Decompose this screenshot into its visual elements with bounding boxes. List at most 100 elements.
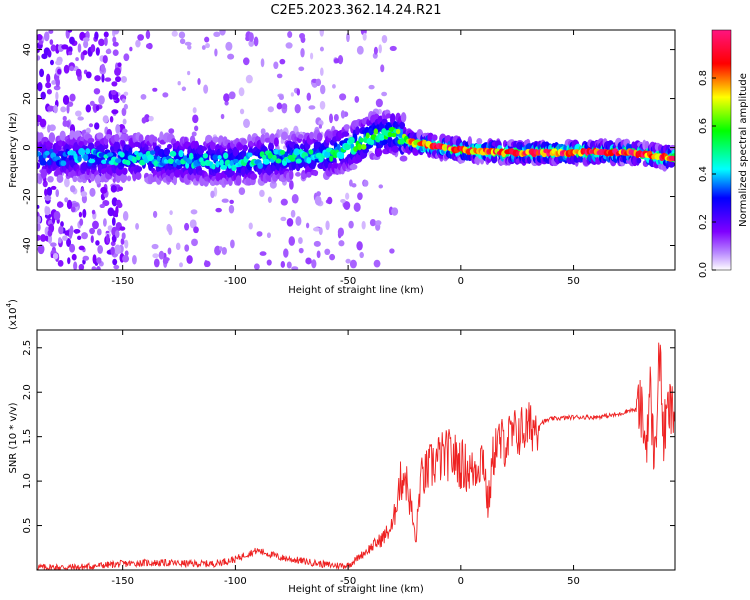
heatmap-cell (276, 73, 283, 79)
heatmap-cell (356, 241, 363, 251)
heatmap-cell (96, 257, 102, 264)
snr-y-tick-label: 2.0 (22, 384, 33, 400)
heatmap-cell (107, 48, 111, 53)
heatmap-cell (124, 239, 129, 249)
heatmap-cell (89, 227, 95, 235)
heatmap-cell (120, 238, 125, 245)
heatmap-cell (220, 165, 228, 170)
spectrogram-y-tick-label: 20 (22, 92, 33, 105)
heatmap-cell (135, 222, 140, 230)
heatmap-cell (145, 43, 151, 49)
heatmap-cell (253, 263, 260, 270)
heatmap-cell (45, 82, 52, 89)
heatmap-cell (203, 260, 211, 268)
heatmap-cell (44, 235, 49, 242)
heatmap-cell (90, 44, 96, 53)
heatmap-cell (356, 45, 364, 55)
heatmap-cell (71, 202, 79, 207)
heatmap-cell (123, 53, 130, 62)
snr-series-line (37, 342, 675, 570)
spectrogram-x-tick-label: 0 (458, 276, 464, 287)
heatmap-cell (47, 233, 53, 244)
spectrogram-y-tick-label: -40 (22, 237, 33, 253)
heatmap-cell (189, 219, 197, 229)
heatmap-cell (122, 211, 129, 221)
heatmap-cell (123, 103, 128, 110)
heatmap-cell (299, 162, 305, 168)
heatmap-cell (68, 51, 73, 56)
heatmap-cell (114, 67, 121, 76)
colorbar-label: Normalized spectral amplitude (738, 73, 749, 227)
heatmap-cell (337, 227, 344, 237)
heatmap-cell (293, 148, 301, 156)
heatmap-cell (247, 152, 253, 158)
heatmap-cell (291, 194, 299, 204)
heatmap-cell (297, 134, 304, 140)
heatmap-cell (111, 109, 119, 115)
heatmap-cell (99, 204, 106, 209)
spectrogram-y-tick-label: -20 (22, 188, 33, 204)
snr-x-tick-label: -100 (224, 576, 247, 587)
heatmap-cell (280, 198, 288, 206)
snr-frame (36, 329, 676, 571)
snr-y-tick-label: 2.5 (22, 340, 33, 356)
heatmap-cell (77, 116, 84, 121)
heatmap-cell (77, 43, 82, 53)
heatmap-cell (320, 84, 326, 95)
heatmap-cell (131, 156, 137, 164)
heatmap-cell (44, 195, 52, 201)
heatmap-cell (44, 206, 51, 216)
heatmap-cell (145, 30, 151, 40)
heatmap-cell (217, 155, 222, 160)
snr-y-ticks: 0.5 1.0 1.5 2.0 2.5 (22, 340, 675, 534)
heatmap-cell (369, 218, 377, 227)
heatmap-cell (231, 164, 237, 172)
heatmap-cell (94, 122, 100, 130)
heatmap-cell (119, 173, 128, 183)
heatmap-cell (60, 160, 67, 167)
heatmap-cell (290, 92, 294, 97)
heatmap-cell (348, 220, 354, 229)
heatmap-cell (308, 149, 314, 155)
heatmap-cell (46, 159, 52, 166)
heatmap-cell (151, 243, 159, 250)
heatmap-cell (191, 238, 198, 247)
snr-plot-area (37, 330, 675, 570)
heatmap-cell (55, 189, 60, 198)
heatmap-cell (123, 91, 129, 96)
heatmap-cell (298, 247, 304, 254)
heatmap-cell (381, 118, 388, 125)
heatmap-cell (305, 257, 312, 265)
heatmap-cell (306, 92, 312, 101)
heatmap-cell (101, 73, 105, 83)
heatmap-cell (156, 156, 161, 163)
heatmap-cell (279, 58, 286, 65)
heatmap-cell (280, 139, 284, 144)
heatmap-cell (126, 175, 132, 182)
heatmap-cell (179, 262, 183, 268)
heatmap-cell (355, 126, 360, 135)
heatmap-cell (281, 131, 288, 141)
heatmap-cell (71, 253, 77, 261)
heatmap-cell (152, 210, 158, 218)
spectrogram-panel: -150 -100 -50 0 50 -40 -20 0 20 40 Height of str… (8, 29, 676, 296)
heatmap-cell (183, 155, 188, 161)
heatmap-cell (291, 266, 299, 270)
heatmap-cell (78, 263, 85, 270)
heatmap-cell (295, 216, 302, 226)
heatmap-cell (329, 253, 336, 261)
heatmap-cell (344, 142, 351, 151)
heatmap-cell (174, 169, 182, 178)
heatmap-cell (102, 55, 108, 64)
snr-y-tick-label: 1.5 (22, 429, 33, 445)
heatmap-cell (121, 98, 126, 104)
snr-x-axis-label: Height of straight line (km) (288, 584, 424, 595)
heatmap-cell (400, 112, 407, 123)
heatmap-cell (340, 198, 346, 203)
heatmap-cell (100, 186, 108, 194)
heatmap-cell (115, 205, 119, 215)
heatmap-cell (221, 198, 229, 203)
heatmap-cell (296, 88, 301, 96)
heatmap-cell (289, 180, 294, 190)
heatmap-cell (47, 105, 55, 112)
